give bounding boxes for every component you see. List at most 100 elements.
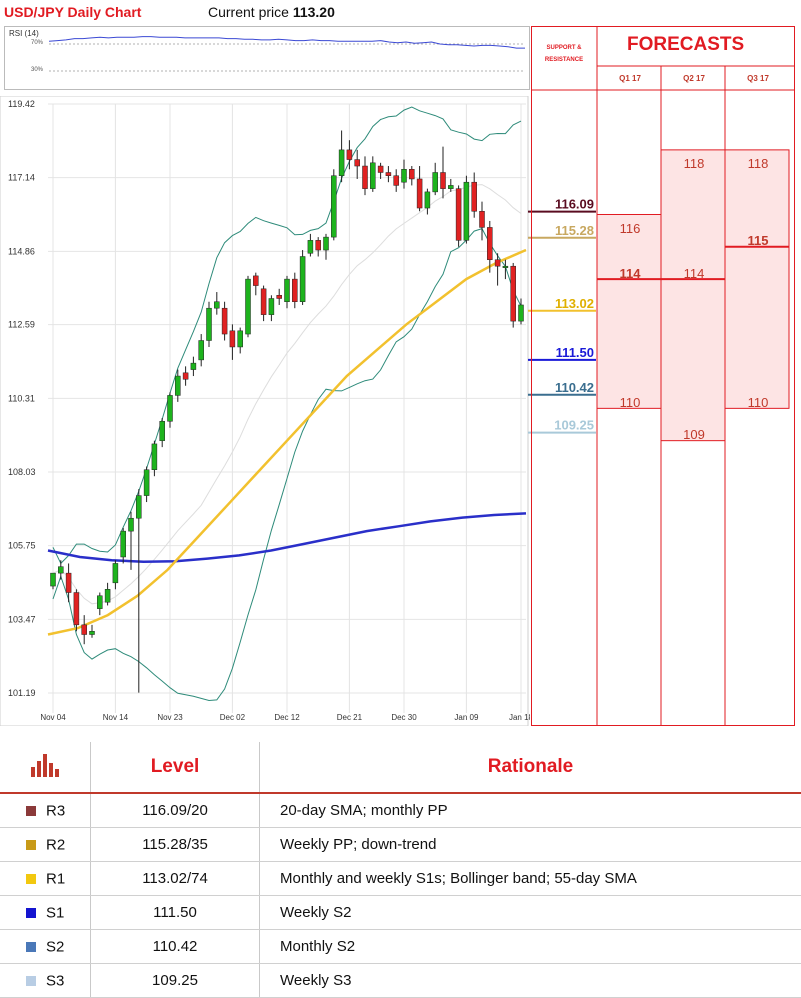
table-header-icon-cell xyxy=(0,742,91,793)
candle-body xyxy=(261,289,266,315)
candle-body xyxy=(66,573,71,592)
candle-body xyxy=(168,395,173,421)
row-name: S1 xyxy=(46,904,64,921)
candle-body xyxy=(347,150,352,160)
y-tick-label: 114.86 xyxy=(8,246,35,256)
candle-body xyxy=(363,166,368,189)
quarter-q3-header: Q3 17 xyxy=(726,74,790,83)
row-level: 116.09/20 xyxy=(91,793,260,828)
q3-low-forecast: 110 xyxy=(726,395,790,410)
candle-body xyxy=(129,518,134,531)
color-swatch xyxy=(26,806,36,816)
candle-body xyxy=(300,257,305,302)
row-level: 110.42 xyxy=(91,930,260,964)
candle-body xyxy=(472,182,477,211)
y-tick-label: 110.31 xyxy=(8,393,35,403)
candle-body xyxy=(355,160,360,166)
price-chart: 119.42117.14114.86112.59110.31108.03105.… xyxy=(0,96,530,726)
candle-body xyxy=(370,163,375,189)
candle-body xyxy=(191,363,196,369)
forecast-range-box xyxy=(661,150,725,441)
candle-body xyxy=(82,625,87,635)
row-rationale: Weekly S3 xyxy=(260,964,801,998)
current-price-value: 113.20 xyxy=(293,4,335,20)
candle-body xyxy=(324,237,329,250)
candle-body xyxy=(222,308,227,334)
row-level: 109.25 xyxy=(91,964,260,998)
current-price-label: Current price xyxy=(208,4,289,20)
rsi-panel: RSI (14) 70% 30% xyxy=(4,26,530,90)
q2-high-forecast: 118 xyxy=(662,156,726,171)
candle-body xyxy=(425,192,430,208)
q3-high-forecast: 118 xyxy=(726,156,790,171)
q1-high-forecast: 116 xyxy=(598,221,662,236)
candle-body xyxy=(105,589,110,602)
candle-body xyxy=(394,176,399,186)
bar-chart-icon xyxy=(30,751,60,777)
level-header: Level xyxy=(91,742,260,793)
candle-body xyxy=(339,150,344,176)
candle-body xyxy=(378,166,383,172)
rsi-line xyxy=(49,37,525,49)
candle-body xyxy=(238,331,243,347)
candle-body xyxy=(51,573,56,586)
candle-body xyxy=(230,331,235,347)
rsi-plot xyxy=(5,27,529,89)
color-swatch xyxy=(26,976,36,986)
row-rationale: Weekly S2 xyxy=(260,896,801,930)
candle-body xyxy=(207,308,212,340)
candle-body xyxy=(58,567,63,573)
candle-body xyxy=(487,227,492,259)
y-tick-label: 119.42 xyxy=(8,99,35,109)
candle-body xyxy=(285,279,290,302)
row-name-cell: R3 xyxy=(0,793,91,828)
y-tick-label: 103.47 xyxy=(8,614,36,624)
row-name: S2 xyxy=(46,938,64,955)
quarter-q1-header: Q1 17 xyxy=(598,74,662,83)
candle-body xyxy=(308,240,313,253)
candle-body xyxy=(152,444,157,470)
candle-body xyxy=(292,279,297,302)
forecast-range-box xyxy=(597,214,661,408)
candle-body xyxy=(480,211,485,227)
candle-body xyxy=(331,176,336,237)
candle-body xyxy=(90,631,95,634)
y-tick-label: 105.75 xyxy=(8,541,36,551)
row-rationale: Weekly PP; down-trend xyxy=(260,828,801,862)
row-name: R1 xyxy=(46,870,65,887)
candle-body xyxy=(214,302,219,308)
row-name-cell: S3 xyxy=(0,964,91,998)
y-tick-label: 117.14 xyxy=(8,173,35,183)
forecasts-title: FORECASTS xyxy=(627,34,744,56)
rationale-header: Rationale xyxy=(260,742,801,793)
forecast-range-box xyxy=(725,150,789,408)
color-swatch xyxy=(26,874,36,884)
row-name: S3 xyxy=(46,972,64,989)
q1-low-forecast: 110 xyxy=(598,395,662,410)
x-tick-label: Dec 02 xyxy=(220,713,246,722)
q2-mid-forecast: 114 xyxy=(662,266,726,281)
color-swatch xyxy=(26,942,36,952)
candle-body xyxy=(409,169,414,179)
q1-mid-forecast: 114 xyxy=(598,266,662,281)
q2-low-forecast: 109 xyxy=(662,427,726,442)
candle-body xyxy=(402,169,407,182)
row-level: 115.28/35 xyxy=(91,828,260,862)
y-tick-label: 101.19 xyxy=(8,688,36,698)
candle-body xyxy=(417,179,422,208)
candle-body xyxy=(464,182,469,240)
row-rationale: Monthly S2 xyxy=(260,930,801,964)
candle-body xyxy=(495,260,500,266)
x-tick-label: Nov 04 xyxy=(40,713,66,722)
row-level: 111.50 xyxy=(91,896,260,930)
x-tick-label: Jan 18 xyxy=(509,713,530,722)
row-rationale: Monthly and weekly S1s; Bollinger band; … xyxy=(260,862,801,896)
candle-body xyxy=(246,279,251,334)
candle-body xyxy=(199,341,204,360)
x-tick-label: Dec 30 xyxy=(391,713,417,722)
chart-title: USD/JPY Daily Chart xyxy=(4,4,141,20)
